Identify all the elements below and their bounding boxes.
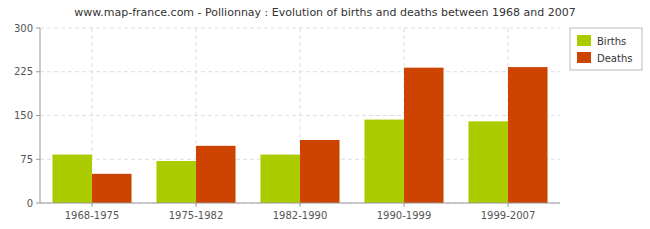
x-tick-label: 1999-2007 — [481, 210, 536, 221]
bar — [196, 146, 236, 203]
y-tick-label: 75 — [20, 154, 33, 165]
legend-swatch — [577, 52, 591, 63]
x-tick — [404, 203, 405, 207]
title: www.map-france.com - Pollionnay : Evolut… — [74, 6, 575, 19]
x-tick — [92, 203, 93, 207]
bar — [468, 121, 508, 203]
legend-swatch — [577, 35, 591, 46]
chart-container: www.map-france.com - Pollionnay : Evolut… — [0, 0, 650, 229]
bar — [404, 68, 444, 203]
axes: 0 75 150 225 300 1968-1975 1975-1982 1982-1990 1… — [14, 23, 560, 222]
x-tick — [300, 203, 301, 207]
legend-box — [570, 28, 642, 70]
bar — [300, 140, 340, 203]
y-tick-label: 300 — [14, 23, 33, 34]
y-tick — [36, 203, 40, 204]
legend: Births Deaths — [570, 28, 642, 70]
bar — [52, 155, 92, 203]
x-tick-label: 1982-1990 — [273, 210, 328, 221]
x-tick — [508, 203, 509, 207]
bar — [508, 67, 548, 203]
bar — [260, 155, 300, 203]
bar — [364, 120, 404, 203]
x-tick-label: 1975-1982 — [169, 210, 224, 221]
y-tick-label: 225 — [14, 66, 33, 77]
y-tick — [36, 115, 40, 116]
legend-label: Deaths — [597, 53, 632, 64]
bar — [156, 161, 196, 203]
y-tick-label: 150 — [14, 110, 33, 121]
x-tick — [196, 203, 197, 207]
y-tick — [36, 28, 40, 29]
grid — [40, 28, 560, 203]
x-tick-label: 1968-1975 — [65, 210, 120, 221]
bar — [92, 174, 132, 203]
bars — [52, 67, 547, 203]
y-tick — [36, 71, 40, 72]
y-tick-label: 0 — [27, 198, 33, 209]
y-tick — [36, 159, 40, 160]
chart: www.map-france.com - Pollionnay : Evolut… — [0, 0, 650, 229]
x-tick-label: 1990-1999 — [377, 210, 432, 221]
legend-label: Births — [597, 36, 626, 47]
